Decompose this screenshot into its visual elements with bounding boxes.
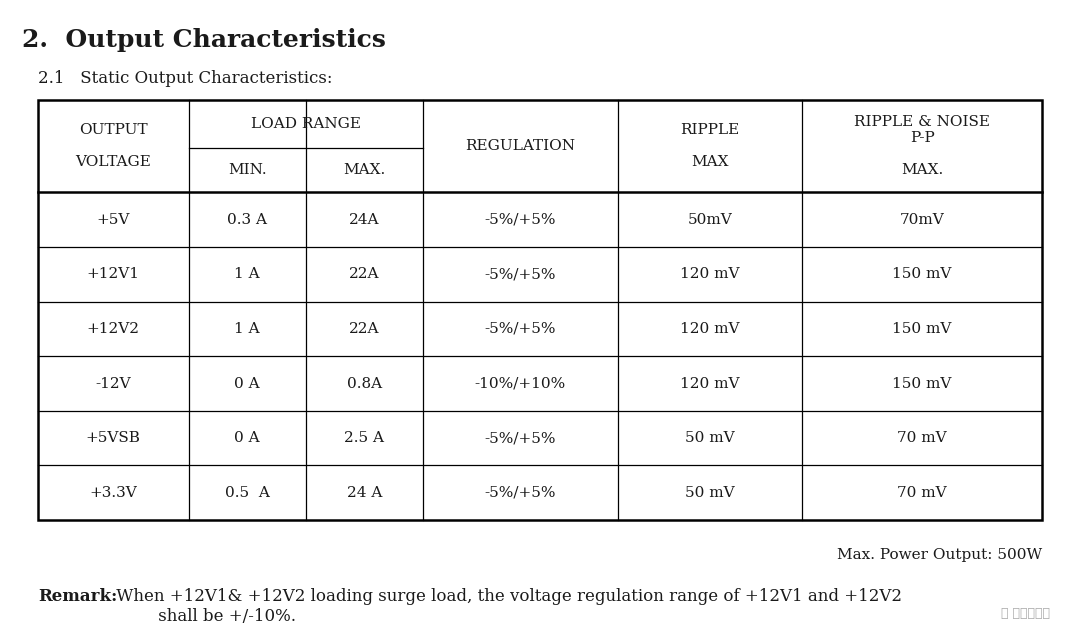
Text: Max. Power Output: 500W: Max. Power Output: 500W	[837, 548, 1042, 562]
Text: 1 A: 1 A	[234, 268, 260, 282]
Text: 70 mV: 70 mV	[897, 485, 947, 499]
Text: 120 mV: 120 mV	[680, 322, 740, 336]
Text: -10%/+10%: -10%/+10%	[475, 376, 566, 390]
Text: 22A: 22A	[349, 322, 379, 336]
Text: OUTPUT

VOLTAGE: OUTPUT VOLTAGE	[76, 123, 151, 169]
Text: 0.8A: 0.8A	[347, 376, 382, 390]
Text: -5%/+5%: -5%/+5%	[485, 485, 556, 499]
Text: -12V: -12V	[95, 376, 131, 390]
Text: +5VSB: +5VSB	[86, 431, 140, 445]
Text: 24A: 24A	[349, 213, 379, 227]
Text: 2.1   Static Output Characteristics:: 2.1 Static Output Characteristics:	[38, 70, 333, 87]
Text: 1 A: 1 A	[234, 322, 260, 336]
Text: 0 A: 0 A	[234, 376, 260, 390]
Text: 0 A: 0 A	[234, 431, 260, 445]
Text: 70 mV: 70 mV	[897, 431, 947, 445]
Text: -5%/+5%: -5%/+5%	[485, 213, 556, 227]
Text: 2.  Output Characteristics: 2. Output Characteristics	[22, 28, 386, 52]
Text: 150 mV: 150 mV	[892, 322, 951, 336]
Text: +12V2: +12V2	[86, 322, 139, 336]
Text: MIN.: MIN.	[228, 163, 267, 177]
Text: 120 mV: 120 mV	[680, 268, 740, 282]
Text: -5%/+5%: -5%/+5%	[485, 431, 556, 445]
Text: 2.5 A: 2.5 A	[345, 431, 384, 445]
Text: 0.3 A: 0.3 A	[227, 213, 267, 227]
Text: 0.5  A: 0.5 A	[225, 485, 270, 499]
Text: MAX.: MAX.	[343, 163, 386, 177]
Text: 50 mV: 50 mV	[686, 431, 734, 445]
Text: 70mV: 70mV	[900, 213, 944, 227]
Text: -5%/+5%: -5%/+5%	[485, 268, 556, 282]
Text: RIPPLE & NOISE
P-P

MAX.: RIPPLE & NOISE P-P MAX.	[854, 115, 990, 178]
Text: 150 mV: 150 mV	[892, 268, 951, 282]
Text: 120 mV: 120 mV	[680, 376, 740, 390]
Text: Remark:: Remark:	[38, 588, 118, 605]
Text: When +12V1& +12V2 loading surge load, the voltage regulation range of +12V1 and : When +12V1& +12V2 loading surge load, th…	[111, 588, 902, 625]
Text: RIPPLE

MAX: RIPPLE MAX	[680, 123, 740, 169]
Text: -5%/+5%: -5%/+5%	[485, 322, 556, 336]
Bar	[38, 100, 1042, 520]
Text: REGULATION: REGULATION	[465, 140, 576, 154]
Text: 150 mV: 150 mV	[892, 376, 951, 390]
Text: 50 mV: 50 mV	[686, 485, 734, 499]
Text: 22A: 22A	[349, 268, 379, 282]
Text: 24 A: 24 A	[347, 485, 382, 499]
Text: +12V1: +12V1	[86, 268, 139, 282]
Text: +3.3V: +3.3V	[90, 485, 137, 499]
Text: 50mV: 50mV	[688, 213, 732, 227]
Text: +5V: +5V	[96, 213, 130, 227]
Text: 値 什么値得买: 値 什么値得买	[1001, 607, 1050, 620]
Text: LOAD RANGE: LOAD RANGE	[251, 117, 361, 131]
